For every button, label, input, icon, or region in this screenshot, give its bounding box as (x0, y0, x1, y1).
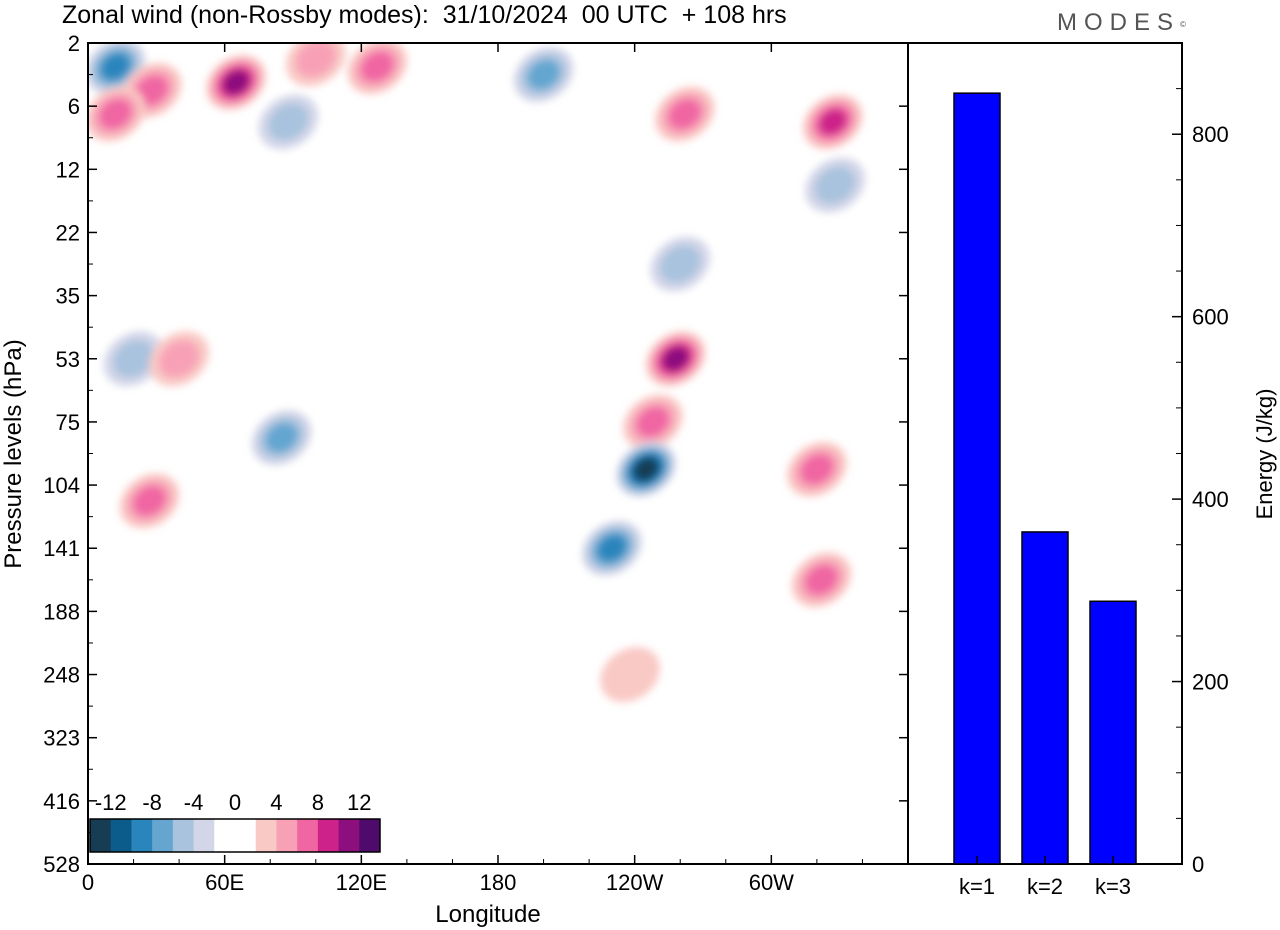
energy-tick-label: 0 (1192, 852, 1204, 877)
bar-plot: k=1 k=2 k=3 0 200 400 600 800 Energy (J/kg) (907, 42, 1277, 899)
y-tick-label: 35 (56, 284, 80, 309)
colorbar-swatch (297, 819, 319, 852)
y-tick-label: 22 (56, 220, 80, 245)
logo-text: MODES (1057, 9, 1181, 36)
y-axis-label: Pressure levels (hPa) (0, 339, 27, 568)
colorbar-swatch (214, 819, 236, 852)
colorbar-swatch (255, 819, 277, 852)
colorbar-swatch (110, 819, 132, 852)
colorbar-swatch (172, 819, 195, 852)
heat-blob (223, 71, 249, 94)
heat-blob (135, 75, 168, 106)
heat-blob (133, 486, 166, 516)
y-tick-label: 2 (68, 31, 80, 56)
modes-logo: MODES© (1057, 9, 1186, 36)
colorbar-swatch (152, 819, 174, 852)
colorbar-label: -12 (95, 790, 127, 815)
colorbar-label: 4 (270, 790, 282, 815)
heat-blob (660, 245, 701, 283)
colorbar-swatch (193, 819, 215, 852)
heat-blob (636, 407, 669, 437)
y-tick-label: 416 (43, 789, 80, 814)
colorbar-label: -8 (142, 790, 162, 815)
heat-blob (634, 458, 658, 480)
heatmap-plot (88, 43, 908, 864)
colorbar-label: 12 (347, 790, 371, 815)
energy-tick-label: 400 (1192, 487, 1229, 512)
chart-title: Zonal wind (non-Rossby modes): 31/10/202… (62, 1, 787, 29)
colorbar: -12 -8 -4 0 4 8 12 (89, 790, 381, 853)
y-tick-label: 141 (43, 536, 80, 561)
heat-blob (295, 43, 336, 78)
energy-tick-label: 600 (1192, 305, 1229, 330)
heat-blob (668, 99, 701, 129)
bar-category-label: k=2 (1027, 874, 1063, 899)
colorbar-label: 8 (312, 790, 324, 815)
x-tick-label: 180 (480, 870, 517, 895)
heat-blob (265, 422, 298, 453)
heat-blob (361, 51, 394, 82)
y-tick-label: 248 (43, 663, 80, 688)
colorbar-label: -4 (184, 790, 204, 815)
y-tick-label: 528 (43, 852, 80, 877)
heatmap-field (88, 43, 865, 703)
y-tick-label: 188 (43, 599, 80, 624)
x-tick-label: 120E (336, 870, 387, 895)
y-tick-label: 6 (68, 94, 80, 119)
y-tick-label: 12 (56, 157, 80, 182)
bar-k=1 (953, 92, 1001, 865)
heat-blob (158, 340, 200, 378)
y-tick-label: 75 (56, 410, 80, 435)
heatmap-background (88, 43, 908, 864)
x-tick-label: 60W (749, 870, 794, 895)
x-tick-label: 60E (205, 870, 244, 895)
bar-category-label: k=3 (1095, 874, 1131, 899)
heat-blob (600, 647, 660, 703)
colorbar-swatch (131, 819, 153, 852)
heat-blob (814, 166, 856, 204)
y-tick-label: 323 (43, 726, 80, 751)
heat-blob (113, 340, 154, 378)
colorbar-swatch (338, 819, 360, 852)
colorbar-swatch (235, 819, 257, 852)
heat-blob (663, 347, 688, 371)
heat-blob (819, 109, 847, 135)
energy-axis-label: Energy (J/kg) (1252, 389, 1277, 520)
colorbar-label: 0 (229, 790, 241, 815)
heat-blob (598, 535, 626, 561)
x-tick-label: 0 (82, 870, 94, 895)
heat-blob (268, 103, 309, 141)
heat-blob (527, 59, 560, 90)
x-axis-label: Longitude (435, 901, 540, 928)
x-tick-label: 120W (606, 870, 664, 895)
colorbar-swatch (359, 819, 381, 852)
heat-blob (99, 99, 132, 129)
energy-tick-label: 800 (1192, 122, 1229, 147)
heat-blob (101, 53, 130, 80)
energy-tick-label: 200 (1192, 670, 1229, 695)
colorbar-frame (89, 818, 381, 853)
colorbar-swatch (276, 819, 298, 852)
bar-k=3 (1089, 600, 1137, 865)
y-tick-label: 53 (56, 347, 80, 372)
colorbar-swatch (90, 819, 112, 852)
bar-category-label: k=1 (959, 874, 995, 899)
bar-k=2 (1021, 531, 1069, 865)
heat-blob (800, 454, 833, 485)
y-tick-label: 104 (43, 473, 80, 498)
heat-blob (805, 564, 838, 595)
colorbar-swatch (317, 819, 340, 852)
